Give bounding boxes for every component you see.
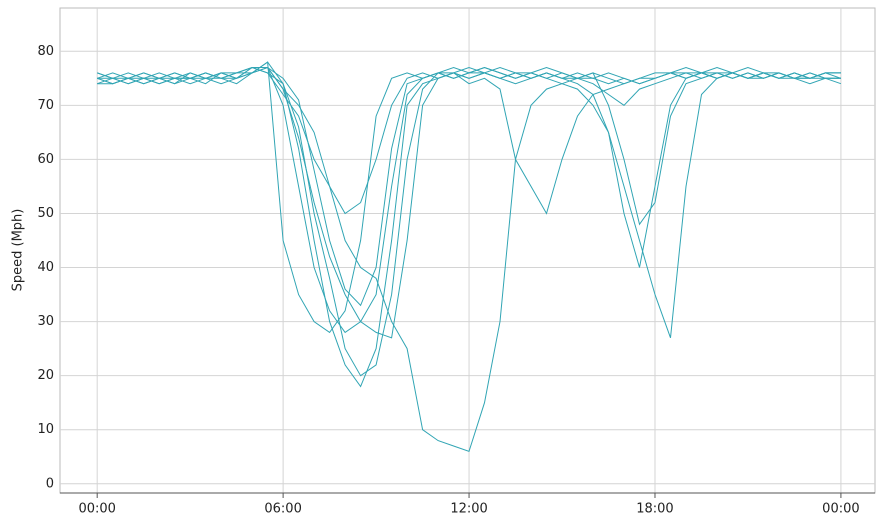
x-tick-label: 12:00 [450, 502, 487, 517]
y-tick-label: 60 [37, 152, 54, 167]
y-tick-label: 40 [37, 260, 54, 275]
y-tick-label: 10 [37, 422, 54, 437]
x-tick-label: 06:00 [264, 502, 301, 517]
y-tick-label: 20 [37, 368, 54, 383]
y-tick-label: 0 [46, 476, 54, 491]
y-tick-label: 70 [37, 98, 54, 113]
y-tick-label: 30 [37, 314, 54, 329]
speed-line [97, 61, 841, 334]
x-tick-label: 18:00 [636, 502, 673, 517]
y-tick-label: 50 [37, 206, 54, 221]
speed-line [97, 67, 841, 339]
y-axis-label: Speed (Mph) [11, 209, 26, 292]
x-tick-label: 00:00 [822, 502, 859, 517]
y-tick-label: 80 [37, 44, 54, 59]
x-tick-label: 00:00 [78, 502, 115, 517]
